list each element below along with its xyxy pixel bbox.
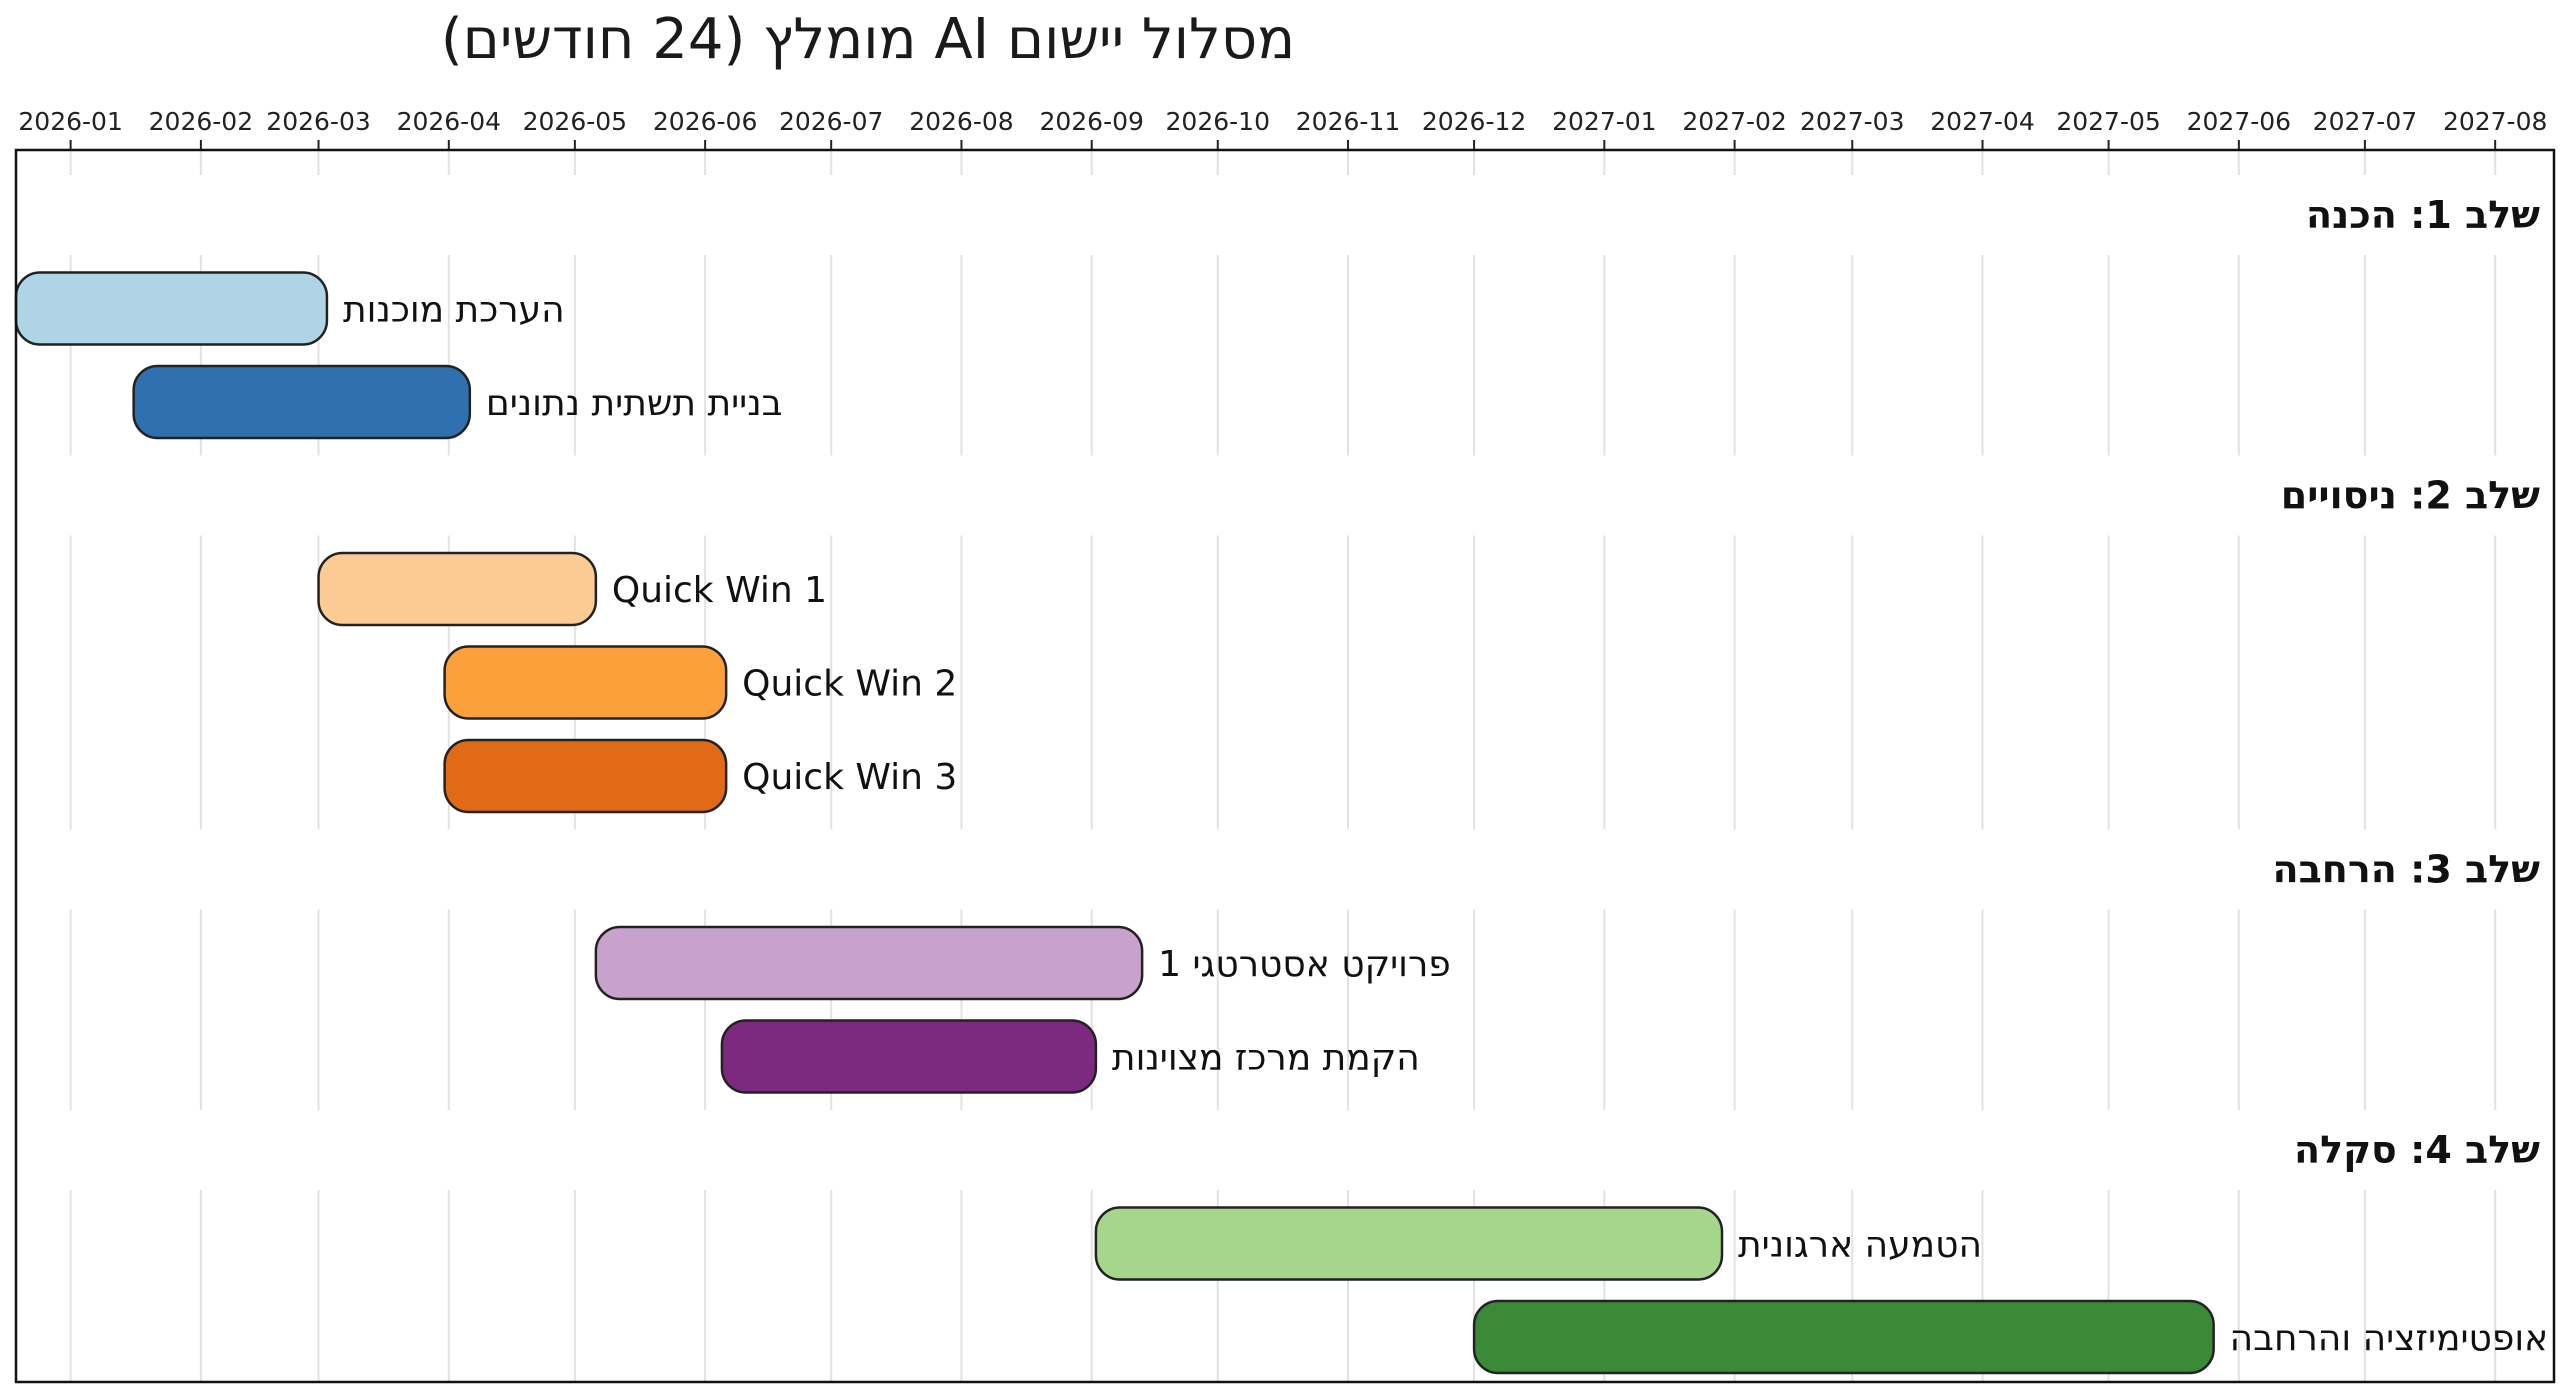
task-bar bbox=[132, 364, 472, 440]
x-tick-label: 2027-02 bbox=[1682, 107, 1786, 136]
phase-band bbox=[18, 455, 2552, 536]
phase-label: שלב 2: ניסויים bbox=[2281, 474, 2540, 518]
x-tick-label: 2026-04 bbox=[397, 107, 501, 136]
x-tick-label: 2027-07 bbox=[2313, 107, 2417, 136]
task-bar bbox=[14, 271, 329, 346]
phase-band bbox=[18, 1110, 2552, 1190]
task-label: בניית תשתית נתונים bbox=[486, 383, 783, 424]
task-bar bbox=[443, 738, 728, 814]
task-label: אופטימיזציה והרחבה bbox=[2230, 1318, 2549, 1359]
task-bar bbox=[1094, 1206, 1724, 1281]
task-label: Quick Win 3 bbox=[742, 757, 957, 798]
x-tick-label: 2026-09 bbox=[1039, 107, 1143, 136]
task-bar bbox=[720, 1019, 1098, 1094]
task-label: הקמת מרכז מצוינות bbox=[1112, 1038, 1420, 1079]
task-bar bbox=[594, 925, 1144, 1001]
x-tick-label: 2026-05 bbox=[523, 107, 627, 136]
phase-label: שלב 3: הרחבה bbox=[2273, 848, 2541, 892]
x-tick-label: 2026-11 bbox=[1296, 107, 1400, 136]
task-label: הטמעה ארגונית bbox=[1738, 1225, 1982, 1266]
task-label: פרויקט אסטרטגי 1 bbox=[1158, 944, 1451, 985]
x-tick-label: 2027-08 bbox=[2443, 107, 2547, 136]
x-tick-label: 2026-10 bbox=[1166, 107, 1270, 136]
x-tick-label: 2026-07 bbox=[779, 107, 883, 136]
plot-frame bbox=[14, 148, 2556, 1384]
task-bar bbox=[443, 645, 728, 720]
task-label: Quick Win 2 bbox=[742, 664, 957, 705]
task-label: הערכת מוכנות bbox=[343, 290, 565, 331]
x-tick-label: 2026-12 bbox=[1422, 107, 1526, 136]
chart-title: מסלול יישום AI מומלץ (24 חודשים) bbox=[441, 7, 1295, 72]
x-tick-label: 2026-02 bbox=[149, 107, 253, 136]
grid-layer bbox=[69, 150, 2497, 1382]
x-tick-label: 2027-03 bbox=[1800, 107, 1904, 136]
x-axis-ticks: 2026-01 2026-02 2026-03 2026-04 2026-05 2026-… bbox=[18, 107, 2547, 150]
x-tick-label: 2027-06 bbox=[2187, 107, 2291, 136]
x-tick-label: 2026-06 bbox=[653, 107, 757, 136]
phase-band bbox=[18, 829, 2552, 910]
x-tick-label: 2027-04 bbox=[1930, 107, 2034, 136]
task-bar bbox=[1472, 1299, 2215, 1375]
task-bar bbox=[317, 551, 598, 627]
phase-label: שלב 4: סקלה bbox=[2294, 1128, 2540, 1172]
x-tick-label: 2026-08 bbox=[909, 107, 1013, 136]
x-tick-label: 2027-05 bbox=[2056, 107, 2160, 136]
x-tick-label: 2026-01 bbox=[18, 107, 122, 136]
task-rows: שלב 1: הכנה הערכת מוכנות בניית תשתית נתוני… bbox=[14, 175, 2552, 1375]
phase-band bbox=[18, 175, 2552, 255]
x-tick-label: 2026-03 bbox=[266, 107, 370, 136]
task-label: Quick Win 1 bbox=[612, 570, 827, 611]
x-tick-label: 2027-01 bbox=[1552, 107, 1656, 136]
phase-label: שלב 1: הכנה bbox=[2306, 193, 2540, 237]
